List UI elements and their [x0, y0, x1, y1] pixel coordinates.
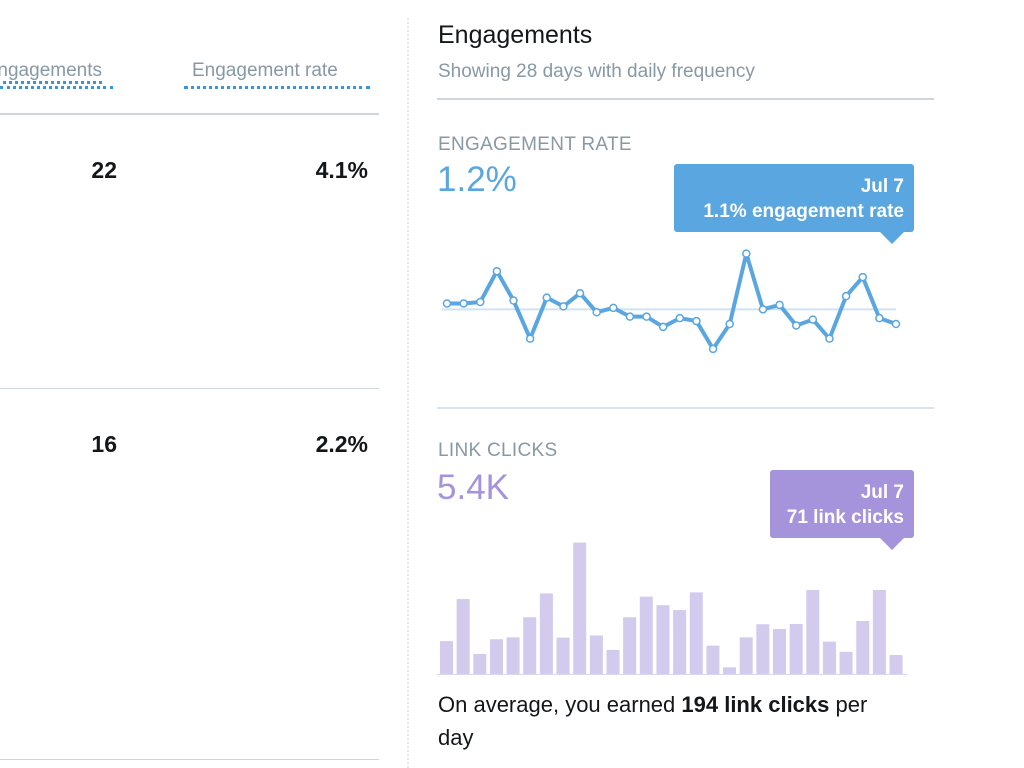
bar[interactable]	[856, 621, 870, 674]
tooltip-text: 71 link clicks	[786, 507, 904, 528]
bar[interactable]	[539, 593, 553, 674]
data-point[interactable]	[758, 305, 768, 314]
bar[interactable]	[806, 589, 820, 674]
data-point[interactable]	[592, 308, 601, 317]
panel-divider	[437, 98, 934, 100]
data-point[interactable]	[808, 315, 818, 324]
data-point[interactable]	[658, 322, 668, 332]
data-point[interactable]	[459, 299, 468, 308]
row-1-engagements: 22	[91, 157, 117, 183]
dotted-underline	[184, 86, 370, 89]
column-header-engagements[interactable]: Engagements	[0, 60, 102, 84]
row-2-engagements: 16	[91, 431, 117, 457]
data-point[interactable]	[725, 319, 734, 329]
bar[interactable]	[523, 617, 537, 674]
bar[interactable]	[556, 637, 570, 674]
bar[interactable]	[606, 649, 620, 674]
bar[interactable]	[440, 641, 453, 674]
engagement-rate-tooltip: Jul 7 1.1% engagement rate	[674, 164, 914, 244]
data-point[interactable]	[891, 319, 901, 329]
average-summary: On average, you earned 194 link clicks p…	[438, 688, 908, 754]
data-point[interactable]	[875, 313, 884, 323]
row-2-engagement-rate: 2.2%	[315, 431, 368, 457]
bar[interactable]	[489, 639, 503, 674]
data-point[interactable]	[492, 266, 502, 276]
tooltip-date: Jul 7	[860, 176, 904, 197]
panel-title: Engagements	[438, 21, 593, 49]
bar[interactable]	[506, 637, 520, 674]
data-point[interactable]	[442, 299, 452, 308]
engagement-rate-label: ENGAGEMENT RATE	[438, 134, 632, 155]
link-clicks-label: LINK CLICKS	[438, 440, 558, 461]
data-point[interactable]	[692, 316, 701, 326]
bar[interactable]	[706, 645, 720, 674]
link-clicks-tooltip: Jul 7 71 link clicks	[770, 470, 914, 550]
data-point[interactable]	[708, 344, 718, 354]
section-divider	[437, 407, 934, 409]
bar[interactable]	[773, 629, 786, 674]
tooltip-date: Jul 7	[860, 482, 904, 503]
bar[interactable]	[739, 637, 753, 674]
data-point[interactable]	[609, 303, 618, 313]
bar[interactable]	[756, 624, 770, 674]
link-clicks-value: 5.4K	[437, 468, 509, 507]
dotted-underline	[0, 86, 113, 89]
bar[interactable]	[789, 623, 803, 674]
data-point[interactable]	[858, 272, 867, 282]
tooltip-text: 1.1% engagement rate	[703, 201, 904, 222]
bar[interactable]	[689, 592, 703, 674]
bar[interactable]	[839, 651, 853, 674]
bar[interactable]	[623, 617, 637, 674]
average-prefix: On average, you earned	[438, 692, 682, 717]
data-point[interactable]	[542, 293, 552, 302]
data-point[interactable]	[675, 313, 685, 323]
data-point[interactable]	[791, 321, 801, 330]
rate-line	[447, 251, 897, 351]
row-1-engagement-rate: 4.1%	[315, 157, 368, 183]
engagement-rate-value: 1.2%	[437, 160, 517, 199]
bar[interactable]	[589, 635, 603, 674]
column-header-label: Engagement rate	[192, 60, 338, 81]
average-suffix: per day	[438, 692, 868, 750]
header-divider	[0, 113, 379, 115]
column-header-engagement-rate[interactable]: Engagement rate	[192, 60, 338, 82]
data-point[interactable]	[775, 300, 784, 310]
data-point[interactable]	[509, 296, 518, 305]
bar[interactable]	[673, 610, 687, 674]
data-point[interactable]	[625, 312, 635, 321]
bar[interactable]	[573, 542, 587, 674]
bar[interactable]	[822, 641, 836, 674]
data-point[interactable]	[525, 334, 535, 343]
column-header-label: Engagements	[0, 60, 102, 84]
data-point[interactable]	[742, 249, 751, 258]
bar[interactable]	[723, 667, 737, 674]
row-divider	[0, 759, 379, 760]
data-point[interactable]	[559, 302, 568, 311]
panel-subtitle: Showing 28 days with daily frequency	[438, 61, 755, 82]
column-separator	[407, 18, 409, 768]
bar[interactable]	[656, 605, 670, 674]
data-point[interactable]	[825, 334, 834, 343]
row-divider	[0, 388, 379, 389]
bar[interactable]	[456, 599, 470, 674]
bar[interactable]	[872, 589, 886, 674]
data-point[interactable]	[841, 291, 851, 301]
data-point[interactable]	[575, 288, 585, 298]
bar[interactable]	[889, 655, 903, 674]
bar[interactable]	[639, 596, 653, 674]
data-point[interactable]	[642, 312, 651, 321]
average-value: 194 link clicks	[681, 692, 830, 717]
data-point[interactable]	[476, 297, 485, 307]
bar[interactable]	[473, 653, 487, 674]
